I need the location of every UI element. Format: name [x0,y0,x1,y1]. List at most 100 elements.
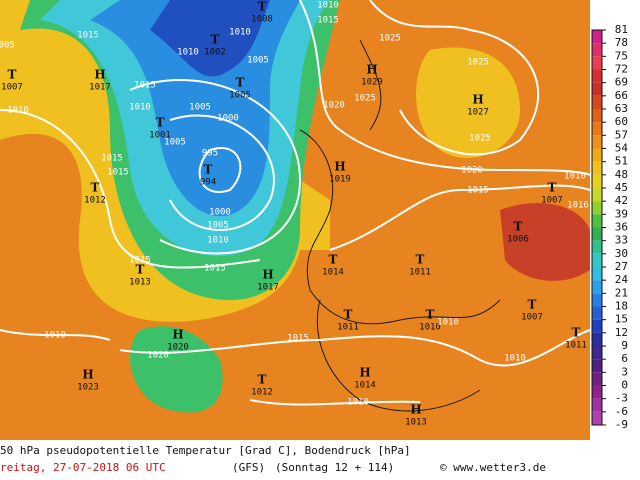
colorbar-segment [592,319,602,333]
colorbar-label: 42 [615,194,628,207]
isobar-label: 1015 [204,264,226,274]
colorbar-segment [592,411,602,425]
center-pressure: 1012 [251,388,273,398]
colorbar-segment [592,385,602,399]
colorbar-segment [592,174,602,188]
colorbar-segment [592,69,602,83]
center-pressure: 1013 [405,418,427,428]
center-symbol: T [156,116,165,130]
center-symbol: T [572,326,581,340]
colorbar-segment [592,280,602,294]
center-symbol: T [426,308,435,322]
footer-credit: © www.wetter3.de [440,461,546,474]
isobar-label: 1000 [217,114,239,124]
isobar-label: 1005 [164,138,186,148]
center-pressure: 1023 [77,383,99,393]
colorbar-label: 36 [615,221,628,234]
isobar-label: 1010 [229,28,251,38]
colorbar-segment [592,372,602,386]
colorbar-segment [592,306,602,320]
center-pressure: 1013 [129,278,151,288]
green-patch [130,326,223,413]
colorbar-label: 21 [615,286,628,299]
isobar-label: 1010 [129,103,151,113]
cold-core [150,0,270,77]
colorbar-label: 30 [615,247,628,260]
colorbar-label: 3 [621,365,628,378]
colorbar-segment [592,293,602,307]
colorbar-segment [592,267,602,281]
colorbar-label: 24 [615,273,629,286]
center-pressure: 1011 [337,323,359,333]
footer-run: (Sonntag 12 + 114) [275,461,394,474]
colorbar-label: 63 [615,102,628,115]
center-symbol: T [548,181,557,195]
colorbar-label: 33 [615,234,628,247]
center-symbol: T [204,163,213,177]
colorbar-segment [592,346,602,360]
colorbar-label: 78 [615,36,628,49]
colorbar-segment [592,240,602,254]
isobar-label: 1005 [0,41,15,51]
isobar-label: 1025 [467,58,489,68]
isobar-label: 1010 [207,236,229,246]
colorbar-label: 6 [621,352,628,365]
isobar-label: 1025 [379,34,401,44]
isobar-label: 1025 [469,134,491,144]
center-symbol: T [91,181,100,195]
colorbar-label: 81 [615,23,628,36]
center-pressure: 1027 [467,108,489,118]
center-symbol: H [359,366,370,380]
colorbar-label: 54 [615,142,629,155]
colorbar-segment [592,188,602,202]
isobar-label: 1010 [44,331,66,341]
center-pressure: 1001 [149,131,171,141]
center-symbol: H [94,68,105,82]
colorbar-segment [592,332,602,346]
isobar-label: 1010 [564,172,586,182]
center-pressure: 1014 [354,381,376,391]
colorbar-label: -6 [615,405,628,418]
footer-title: 50 hPa pseudopotentielle Temperatur [Gra… [0,444,411,457]
footer-date: reitag, 27-07-2018 06 UTC [0,461,166,474]
colorbar-label: 75 [615,49,628,62]
center-symbol: T [528,298,537,312]
isobar-label: 1015 [107,168,129,178]
colorbar-label: 66 [615,89,628,102]
center-symbol: T [344,308,353,322]
isobar-label: 1015 [134,81,156,91]
isobar-label: 1010 [437,318,459,328]
colorbar-label: 18 [615,300,628,313]
colorbar-frame [591,29,603,426]
yellow-patch [416,47,520,158]
center-symbol: H [334,160,345,174]
blue-zone [90,0,300,217]
colorbar-label: 60 [615,115,628,128]
center-pressure: 1020 [167,343,189,353]
footer-model: (GFS) [232,461,265,474]
center-pressure: 1012 [84,196,106,206]
isobar-label: 1015 [287,334,309,344]
isobar-label: 1010 [177,48,199,58]
colorbar-segment [592,161,602,175]
isobar-label: 1015 [77,31,99,41]
center-symbol: H [410,403,421,417]
isobar-label: 1015 [101,154,123,164]
center-pressure: 1019 [329,175,351,185]
center-pressure: 1007 [541,196,563,206]
center-symbol: H [366,63,377,77]
colorbar-segment [592,43,602,57]
center-symbol: H [82,368,93,382]
center-pressure: 1017 [257,283,279,293]
center-symbol: T [416,253,425,267]
isobar-label: 1005 [189,103,211,113]
colorbar-segment [592,227,602,241]
colorbar-segment [592,398,602,412]
colorbar-segment [592,253,602,267]
isobar-label: 1025 [354,94,376,104]
footer-bg [0,440,640,480]
center-pressure: 1008 [251,15,273,25]
colorbar-label: 0 [621,379,628,392]
center-pressure: 1007 [1,83,23,93]
